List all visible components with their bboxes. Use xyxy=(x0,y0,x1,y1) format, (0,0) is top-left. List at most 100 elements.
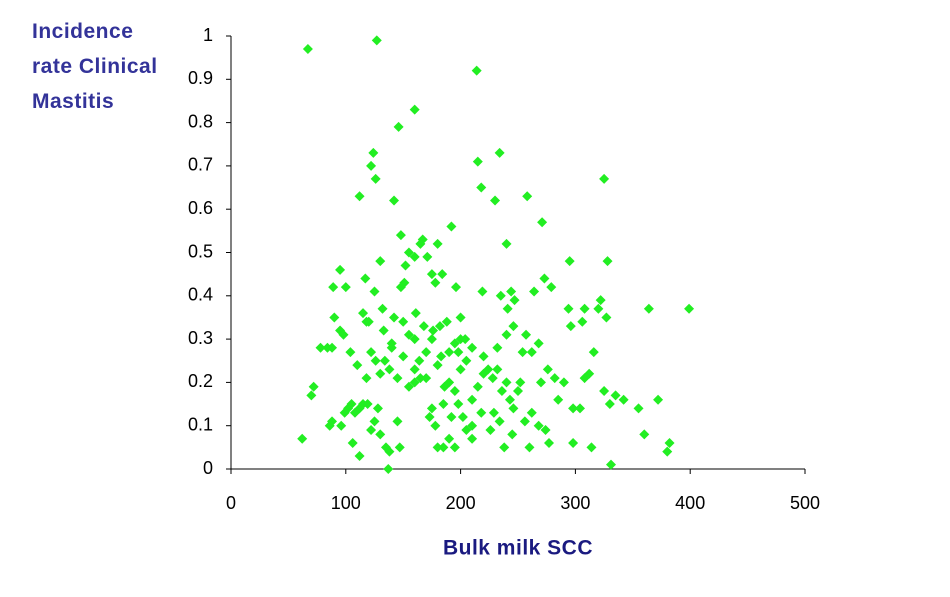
data-point xyxy=(501,238,512,249)
data-point xyxy=(378,325,389,336)
y-tick-label: 0.6 xyxy=(188,198,213,218)
data-point xyxy=(529,286,540,297)
y-tick-label: 0.5 xyxy=(188,241,213,261)
data-point xyxy=(535,377,546,388)
data-point xyxy=(392,373,403,384)
data-point xyxy=(472,156,483,167)
data-point xyxy=(410,308,421,319)
x-tick-label: 300 xyxy=(560,493,590,513)
data-point xyxy=(409,104,420,115)
data-point xyxy=(488,407,499,418)
data-point xyxy=(565,321,576,332)
data-point xyxy=(455,364,466,375)
data-point xyxy=(684,303,695,314)
data-point xyxy=(346,399,357,410)
data-point xyxy=(643,303,654,314)
data-point xyxy=(471,65,482,76)
data-point xyxy=(509,295,520,306)
data-point xyxy=(336,420,347,431)
data-point xyxy=(579,303,590,314)
data-point xyxy=(328,282,339,293)
data-point xyxy=(409,251,420,262)
data-point xyxy=(533,338,544,349)
data-point xyxy=(426,269,437,280)
data-point xyxy=(329,312,340,323)
data-point xyxy=(508,403,519,414)
data-point xyxy=(588,347,599,358)
data-point xyxy=(424,412,435,423)
data-point xyxy=(379,355,390,366)
data-point xyxy=(476,182,487,193)
data-point xyxy=(522,191,533,202)
data-point xyxy=(394,442,405,453)
data-point xyxy=(449,442,460,453)
data-point xyxy=(506,286,517,297)
data-point xyxy=(457,412,468,423)
data-point xyxy=(360,273,371,284)
data-point xyxy=(461,425,472,436)
data-point xyxy=(324,420,335,431)
data-point xyxy=(436,351,447,362)
data-point xyxy=(386,338,397,349)
data-point xyxy=(543,438,554,449)
data-point xyxy=(392,416,403,427)
data-point xyxy=(340,282,351,293)
data-point xyxy=(461,355,472,366)
data-point xyxy=(347,438,358,449)
y-tick-label: 0 xyxy=(203,458,213,478)
data-point xyxy=(403,247,414,258)
data-point xyxy=(478,351,489,362)
data-point xyxy=(384,364,395,375)
data-point xyxy=(422,251,433,262)
data-point xyxy=(395,230,406,241)
data-point xyxy=(467,394,478,405)
data-point xyxy=(477,286,488,297)
data-point xyxy=(375,256,386,267)
y-tick-label: 0.1 xyxy=(188,414,213,434)
data-point xyxy=(366,160,377,171)
data-point xyxy=(502,303,513,314)
data-point xyxy=(370,355,381,366)
data-point xyxy=(362,399,373,410)
data-point xyxy=(467,420,478,431)
data-point xyxy=(432,442,443,453)
data-point xyxy=(664,438,675,449)
data-point xyxy=(524,442,535,453)
data-point xyxy=(507,429,518,440)
data-point xyxy=(446,412,457,423)
data-point xyxy=(653,394,664,405)
data-point xyxy=(444,347,455,358)
data-point xyxy=(426,334,437,345)
data-point xyxy=(409,364,420,375)
data-point xyxy=(322,342,333,353)
data-point xyxy=(409,377,420,388)
data-point xyxy=(345,347,356,358)
data-point xyxy=(485,425,496,436)
data-point xyxy=(492,364,503,375)
data-point xyxy=(494,416,505,427)
data-point xyxy=(549,373,560,384)
data-point xyxy=(415,238,426,249)
data-point xyxy=(393,121,404,132)
data-point xyxy=(438,399,449,410)
data-point xyxy=(601,312,612,323)
data-point xyxy=(302,43,313,54)
data-point xyxy=(398,351,409,362)
y-tick-label: 0.7 xyxy=(188,155,213,175)
data-point xyxy=(383,464,394,474)
data-point xyxy=(306,390,317,401)
data-point xyxy=(315,342,326,353)
data-point xyxy=(308,381,319,392)
x-tick-label: 0 xyxy=(226,493,236,513)
y-axis-title: Incidence rate Clinical Mastitis xyxy=(32,20,158,113)
data-point xyxy=(444,377,455,388)
data-point xyxy=(453,347,464,358)
data-point xyxy=(421,373,432,384)
data-point xyxy=(602,256,613,267)
data-point xyxy=(513,386,523,397)
data-point xyxy=(495,290,506,301)
data-point xyxy=(437,269,448,280)
data-point xyxy=(418,321,429,332)
